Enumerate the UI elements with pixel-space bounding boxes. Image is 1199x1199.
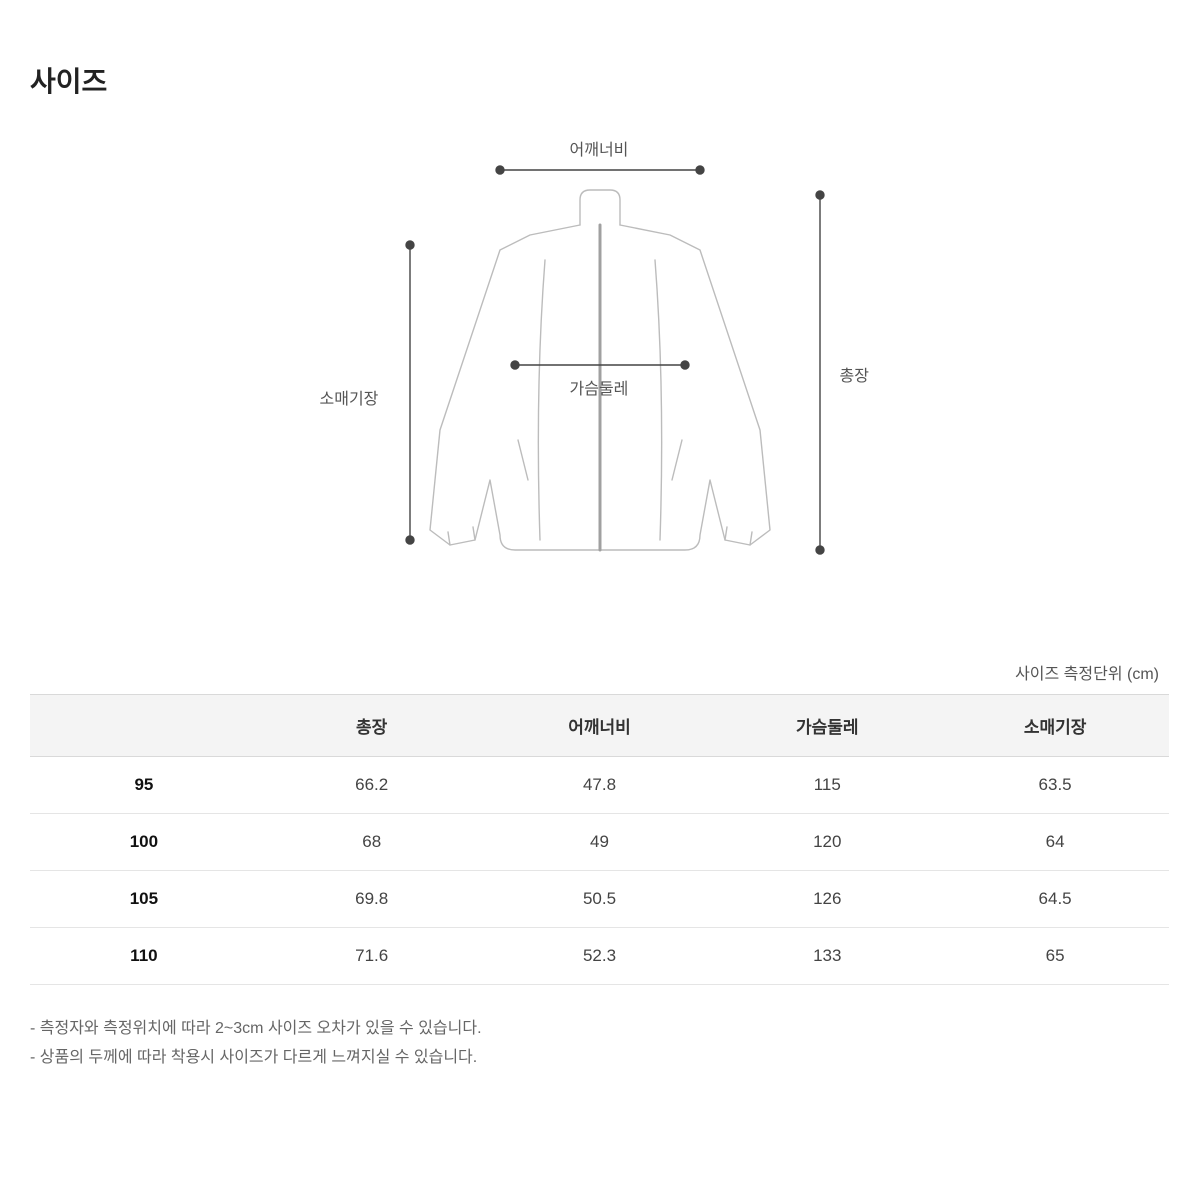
cell: 71.6: [258, 928, 486, 985]
table-row: 110 71.6 52.3 133 65: [30, 928, 1169, 985]
col-chest: 가슴둘레: [713, 695, 941, 757]
cell: 110: [30, 928, 258, 985]
cell: 120: [713, 814, 941, 871]
size-table: 총장 어깨너비 가슴둘레 소매기장 95 66.2 47.8 115 63.5 …: [30, 694, 1169, 985]
cell: 115: [713, 757, 941, 814]
cell: 126: [713, 871, 941, 928]
col-size: [30, 695, 258, 757]
cell: 47.8: [486, 757, 714, 814]
cell: 52.3: [486, 928, 714, 985]
table-row: 95 66.2 47.8 115 63.5: [30, 757, 1169, 814]
note-line: - 측정자와 측정위치에 따라 2~3cm 사이즈 오차가 있을 수 있습니다.: [30, 1015, 1169, 1044]
cell: 65: [941, 928, 1169, 985]
cell: 100: [30, 814, 258, 871]
cell: 64: [941, 814, 1169, 871]
label-sleeve: 소매기장: [320, 385, 379, 409]
page-title: 사이즈: [30, 60, 1169, 100]
cell: 66.2: [258, 757, 486, 814]
table-row: 100 68 49 120 64: [30, 814, 1169, 871]
label-shoulder: 어깨너비: [570, 136, 629, 160]
cell: 49: [486, 814, 714, 871]
cell: 64.5: [941, 871, 1169, 928]
cell: 69.8: [258, 871, 486, 928]
cell: 68: [258, 814, 486, 871]
table-row: 105 69.8 50.5 126 64.5: [30, 871, 1169, 928]
cell: 95: [30, 757, 258, 814]
notes: - 측정자와 측정위치에 따라 2~3cm 사이즈 오차가 있을 수 있습니다.…: [30, 1015, 1169, 1073]
cell: 105: [30, 871, 258, 928]
note-line: - 상품의 두께에 따라 착용시 사이즈가 다르게 느껴지실 수 있습니다.: [30, 1044, 1169, 1073]
table-header-row: 총장 어깨너비 가슴둘레 소매기장: [30, 695, 1169, 757]
col-shoulder: 어깨너비: [486, 695, 714, 757]
col-sleeve: 소매기장: [941, 695, 1169, 757]
col-length: 총장: [258, 695, 486, 757]
cell: 133: [713, 928, 941, 985]
cell: 63.5: [941, 757, 1169, 814]
cell: 50.5: [486, 871, 714, 928]
unit-note: 사이즈 측정단위 (cm): [30, 660, 1169, 684]
label-chest: 가슴둘레: [570, 375, 629, 399]
size-diagram: 어깨너비 가슴둘레 총장 소매기장: [30, 140, 1169, 620]
label-length: 총장: [840, 362, 869, 386]
